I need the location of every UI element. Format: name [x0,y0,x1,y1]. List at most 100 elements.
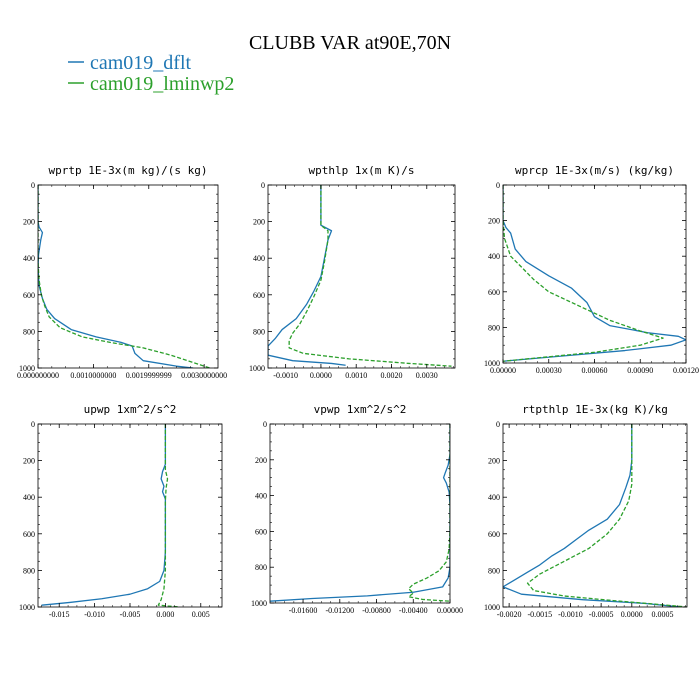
figure-title: CLUBB VAR at90E,70N [249,32,451,54]
y-tick-label: 0 [31,420,35,429]
y-tick-label: 400 [253,254,265,263]
series-line-cam019_dflt [503,424,681,607]
panel-title: vpwp 1xm^2/s^2 [314,403,407,416]
x-tick-label: 0.0019999999 [126,371,172,380]
chart-panel-5: vpwp 1xm^2/s^202004006008001000-0.01600-… [251,403,463,615]
y-tick-label: 1000 [19,603,35,612]
x-tick-label: -0.0010 [273,371,298,380]
legend: cam019_dflt cam019_lminwp2 [68,52,234,95]
y-tick-label: 0 [496,420,500,429]
y-tick-label: 0 [496,181,500,190]
x-tick-label: 0.00000 [437,606,463,615]
panels: wprtp 1E-3x(m kg)/(s kg) 0 200 400 600 800 100… [17,164,699,619]
plot-frame [267,184,456,369]
plot-frame [269,423,451,604]
y-tick-label: 200 [23,218,35,227]
x-tick-label: 0.000 [156,610,174,619]
chart-panel-6: rtpthlp 1E-3x(kg K)/kg02004006008001000-… [484,403,688,619]
y-tick-label: 200 [488,217,500,226]
series-line-cam019_dflt [503,185,686,362]
x-tick-label: -0.00400 [399,606,428,615]
x-tick-label: -0.010 [84,610,105,619]
y-tick-label: 800 [488,323,500,332]
legend-label-dflt: cam019_dflt [90,52,192,74]
y-tick-label: 400 [23,254,35,263]
x-tick-label: 0.0010000000 [70,371,116,380]
chart-panel-2: wpthlp 1x(m K)/s 0 200 400 600 800 1000 -0.0010… [249,164,456,380]
series-line-cam019_lminwp2 [526,424,687,607]
y-tick-label: 200 [488,457,500,466]
x-tick-label: -0.0020 [497,610,522,619]
y-tick-label: 600 [23,291,35,300]
x-tick-label: -0.0015 [527,610,552,619]
y-tick-label: 0 [261,181,265,190]
y-tick-label: 400 [488,493,500,502]
y-tick-label: 0 [31,181,35,190]
series-line-cam019_lminwp2 [38,185,210,368]
x-tick-label: 0.00090 [627,366,653,375]
plot-frame [37,423,223,608]
chart-panel-1: wprtp 1E-3x(m kg)/(s kg) 0 200 400 600 800 100… [17,164,227,380]
series-line-cam019_dflt [268,185,346,366]
chart-panel-3: wprcp 1E-3x(m/s) (kg/kg) 0 200 400 600 800 100… [484,164,699,375]
x-tick-label: 0.0005 [651,610,673,619]
y-tick-label: 1000 [19,364,35,373]
x-tick-label: -0.01200 [325,606,354,615]
series-line-cam019_dflt [270,424,450,602]
panel-title: wprcp 1E-3x(m/s) (kg/kg) [515,164,674,177]
x-tick-label: -0.01600 [289,606,318,615]
y-tick-label: 0 [263,420,267,429]
x-tick-label: 0.0020 [380,371,402,380]
y-tick-label: 1000 [484,359,500,368]
x-tick-label: 0.0030 [416,371,438,380]
x-tick-label: -0.015 [49,610,70,619]
y-tick-label: 600 [255,527,267,536]
x-tick-label: 0.0000 [310,371,332,380]
panel-title: wprtp 1E-3x(m kg)/(s kg) [49,164,208,177]
legend-label-lminwp2: cam019_lminwp2 [90,73,234,95]
y-tick-label: 200 [255,456,267,465]
y-tick-label: 400 [488,252,500,261]
series-line-cam019_dflt [38,185,194,368]
y-tick-label: 400 [255,492,267,501]
y-tick-label: 800 [23,327,35,336]
x-tick-label: 0.00000 [490,366,516,375]
series-line-cam019_lminwp2 [157,424,180,607]
y-tick-label: 800 [488,566,500,575]
y-tick-label: 1000 [251,599,267,608]
x-tick-label: -0.0010 [558,610,583,619]
series-line-cam019_lminwp2 [503,185,664,362]
y-tick-label: 400 [23,493,35,502]
plot-frame [502,423,688,608]
x-tick-label: 0.00120 [673,366,699,375]
x-tick-label: 0.005 [192,610,210,619]
y-tick-label: 800 [23,566,35,575]
y-tick-label: 200 [23,457,35,466]
series-line-cam019_lminwp2 [408,424,450,602]
y-tick-label: 600 [488,530,500,539]
panel-title: wpthlp 1x(m K)/s [309,164,415,177]
x-tick-label: 0.00060 [582,366,608,375]
x-tick-label: 0.0000 [621,610,643,619]
y-tick-label: 200 [253,218,265,227]
panel-title: upwp 1xm^2/s^2 [84,403,177,416]
plot-frame [37,184,219,369]
y-tick-label: 600 [23,530,35,539]
y-tick-label: 1000 [484,603,500,612]
y-tick-label: 600 [253,291,265,300]
series-line-cam019_lminwp2 [288,185,452,367]
y-tick-label: 600 [488,288,500,297]
x-tick-label: -0.00800 [362,606,391,615]
panel-title: rtpthlp 1E-3x(kg K)/kg [522,403,668,416]
x-tick-label: -0.005 [120,610,141,619]
y-tick-label: 1000 [249,364,265,373]
series-line-cam019_dflt [41,424,167,606]
y-tick-label: 800 [255,563,267,572]
x-tick-label: -0.0005 [589,610,614,619]
chart-panel-4: upwp 1xm^2/s^2 0 200 400 600 800 1000 -0.015 -0.… [19,403,223,619]
y-tick-label: 800 [253,327,265,336]
x-tick-label: 0.000000000 [17,371,59,380]
x-tick-label: 0.00030 [536,366,562,375]
x-tick-label: 0.0010 [345,371,367,380]
